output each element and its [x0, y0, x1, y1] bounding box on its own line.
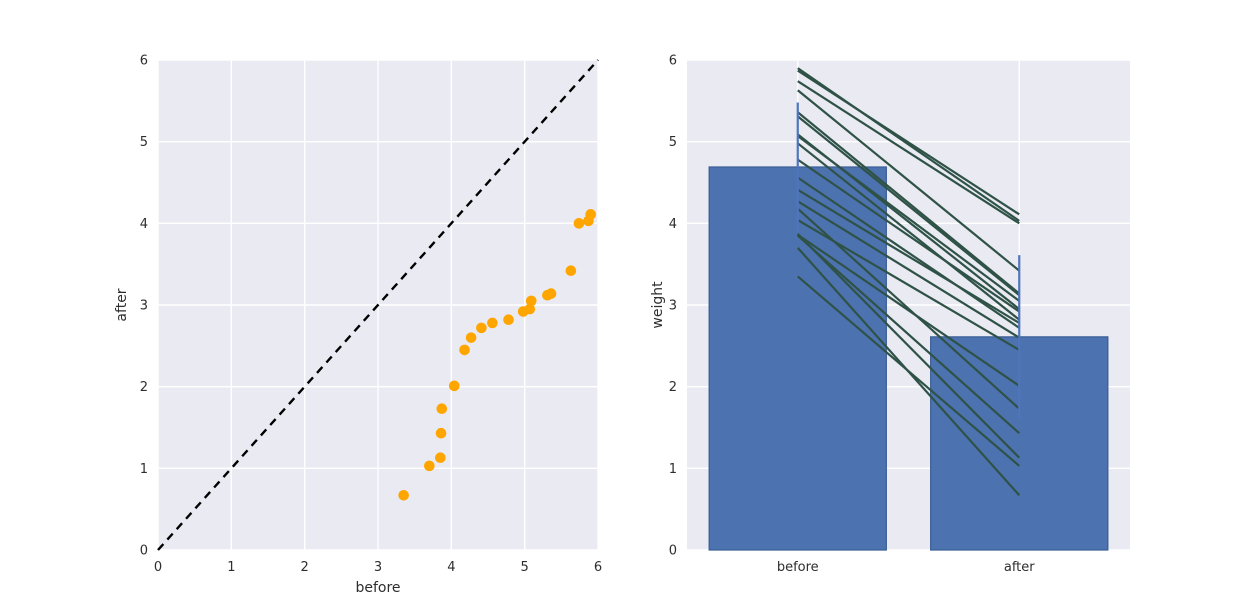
x-tick-label: 2 — [301, 560, 309, 575]
x-tick-label: 4 — [447, 560, 455, 575]
bar-plot: before after 0 1 2 3 4 5 6 — [669, 54, 1130, 575]
scatter-point — [573, 218, 585, 229]
x-tick-label: 1 — [227, 560, 235, 575]
scatter-xaxis-label: before — [355, 580, 401, 596]
x-tick-label: 5 — [521, 560, 529, 575]
scatter-point — [435, 427, 447, 439]
scatter-point — [565, 265, 577, 276]
scatter-point — [459, 344, 470, 356]
scatter-point — [435, 452, 446, 464]
y-tick-label: 0 — [140, 544, 148, 559]
category-tick-label: before — [777, 560, 819, 575]
paired-slope-line — [797, 200, 1020, 339]
y-tick-label: 6 — [140, 54, 148, 69]
scatter-point — [487, 317, 498, 329]
y-tick-label: 4 — [669, 217, 677, 232]
scatter-point — [476, 322, 487, 334]
y-tick-label: 3 — [669, 299, 677, 314]
scatter-point — [398, 489, 409, 501]
scatter-point — [436, 403, 448, 415]
y-tick-label: 5 — [140, 135, 148, 150]
paired-slope-line — [797, 133, 1020, 310]
y-tick-label: 3 — [140, 299, 148, 314]
scatter-plot: 0 1 2 3 4 5 6 0 1 2 3 4 5 6 — [140, 54, 602, 576]
y-tick-label: 5 — [669, 135, 677, 150]
paired-slope-line — [796, 233, 1021, 459]
paired-slope-line — [797, 234, 1020, 435]
y-tick-label: 2 — [669, 380, 677, 395]
paired-slope-line — [797, 142, 1020, 321]
y-tick-label: 1 — [140, 462, 148, 477]
scatter-point — [545, 288, 557, 299]
x-tick-label: 3 — [374, 560, 382, 575]
paired-slope-line — [797, 89, 1020, 272]
identity-dashed-line — [157, 59, 599, 551]
paired-slope-line — [797, 67, 1020, 222]
scatter-point — [503, 314, 514, 325]
paired-slope-line — [797, 115, 1020, 297]
category-tick-label: after — [1004, 560, 1035, 575]
x-tick-label: 6 — [594, 560, 602, 575]
paired-slope-line — [797, 80, 1020, 225]
y-tick-label: 6 — [669, 54, 677, 69]
y-tick-label: 2 — [140, 380, 148, 395]
paired-slope-line — [797, 158, 1020, 313]
paired-slope-line — [796, 247, 1021, 497]
scatter-point — [424, 460, 435, 472]
scatter-point — [465, 332, 477, 343]
scatter-point — [585, 209, 596, 220]
y-tick-label: 0 — [669, 544, 677, 559]
scatter-yaxis-label: after — [114, 288, 130, 322]
y-tick-label: 1 — [669, 462, 677, 477]
paired-slope-line — [797, 188, 1020, 324]
scatter-point — [448, 380, 460, 392]
bar-yaxis-label: weight — [650, 281, 666, 329]
y-tick-label: 4 — [140, 217, 148, 232]
scatter-point — [525, 295, 537, 307]
paired-slope-line — [797, 207, 1020, 410]
scatter-point — [524, 303, 536, 315]
x-tick-label: 0 — [154, 560, 162, 575]
paired-slope-line — [797, 176, 1020, 329]
paired-slope-line — [797, 233, 1020, 387]
paired-slope-line — [797, 111, 1020, 295]
